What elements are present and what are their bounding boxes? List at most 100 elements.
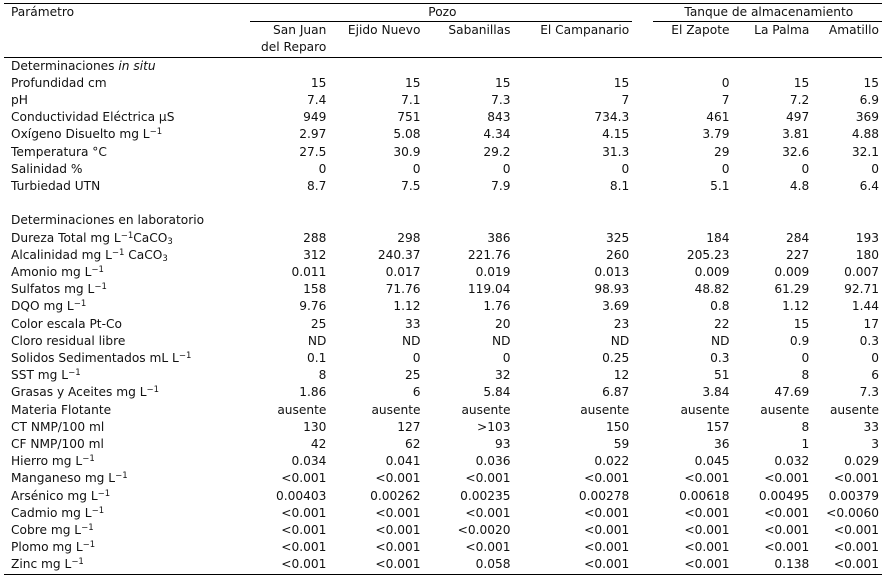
table-row: Solidos Sedimentados mL L−1 0.1 0 0 0.25 0.3 0… <box>4 350 882 367</box>
value-cell: 0 <box>721 161 730 176</box>
param-name: Cloro residual libre <box>11 333 126 348</box>
value-cell: 843 <box>487 110 511 125</box>
section-row: Determinaciones in situ <box>4 57 882 75</box>
value-cell: 15 <box>793 316 810 331</box>
value-cell: 17 <box>863 316 879 331</box>
value-cell: 0.034 <box>291 454 327 469</box>
param-name: Profundidad cm <box>11 75 107 90</box>
table-row: Plomo mg L−1 <0.001 <0.001 <0.001 <0.001 <0.0… <box>4 539 882 556</box>
value-cell: 15 <box>613 75 630 90</box>
value-cell: 0.022 <box>594 454 630 469</box>
value-cell: 0 <box>801 351 810 366</box>
value-cell: 32.1 <box>851 144 879 159</box>
site-header-ejido-nuevo: Ejido Nuevo <box>347 23 421 38</box>
value-cell: <0.001 <box>812 556 882 575</box>
value-cell: 227 <box>786 247 810 262</box>
value-cell: 61.29 <box>774 282 810 297</box>
site-header-el-zapote: El Zapote <box>671 23 730 38</box>
table-row: CT NMP/100 ml 130 127 >103 150 157 8 33 <box>4 419 882 436</box>
value-cell: 47.69 <box>774 385 810 400</box>
value-cell: ausente <box>829 402 879 417</box>
value-cell: 1.12 <box>782 299 810 314</box>
value-cell: 29.2 <box>483 144 511 159</box>
value-cell: 59 <box>613 437 630 452</box>
value-cell: 15 <box>863 75 879 90</box>
value-cell: 7.1 <box>401 93 421 108</box>
value-cell: 0 <box>801 161 810 176</box>
table-row: Alcalinidad mg L−1 CaCO3 312 240.37 221.76 2… <box>4 247 882 264</box>
param-name: Solidos Sedimentados mL L−1 <box>11 351 192 366</box>
table-row: Cobre mg L−1 <0.001 <0.001 <0.0020 <0.001 <0.… <box>4 522 882 539</box>
value-cell: 461 <box>706 110 730 125</box>
value-cell: 92.71 <box>844 282 879 297</box>
value-cell: 8 <box>801 419 810 434</box>
value-cell: 32 <box>495 368 511 383</box>
table-row: DQO mg L−1 9.76 1.12 1.76 3.69 0.8 1.12 1.44 <box>4 298 882 315</box>
value-cell: 9.76 <box>299 299 327 314</box>
param-name: Grasas y Aceites mg L−1 <box>11 385 160 400</box>
value-cell: <0.001 <box>764 471 810 486</box>
value-cell: 25 <box>404 368 421 383</box>
param-name: DQO mg L−1 <box>11 299 87 314</box>
value-cell: 0.032 <box>774 454 810 469</box>
value-cell: 0 <box>871 351 879 366</box>
value-cell: <0.001 <box>281 471 327 486</box>
value-cell: 0.011 <box>291 265 327 280</box>
site-header-la-palma: La Palma <box>754 23 810 38</box>
value-cell: 0.007 <box>844 265 879 280</box>
value-cell: 1.12 <box>393 299 421 314</box>
param-name: Oxígeno Disuelto mg L−1 <box>11 127 163 142</box>
value-cell: 15 <box>495 75 511 90</box>
value-cell: 0.00403 <box>275 488 327 503</box>
value-cell: 31.3 <box>602 144 630 159</box>
value-cell: <0.0060 <box>826 505 879 520</box>
value-cell: 0.00495 <box>758 488 810 503</box>
value-cell: 240.37 <box>377 247 421 262</box>
value-cell: <0.001 <box>465 540 511 555</box>
value-cell: 284 <box>786 230 810 245</box>
value-cell: 288 <box>303 230 327 245</box>
value-cell: ausente <box>760 402 810 417</box>
value-cell: <0.001 <box>375 471 421 486</box>
value-cell: <0.001 <box>375 505 421 520</box>
table-row: Profundidad cm 15 15 15 15 0 15 15 <box>4 75 882 92</box>
value-cell: 15 <box>404 75 421 90</box>
value-cell: 7.9 <box>491 179 511 194</box>
group-header-tanque: Tanque de almacenamiento <box>652 2 882 23</box>
value-cell: 15 <box>310 75 327 90</box>
value-cell: 184 <box>706 230 730 245</box>
value-cell: 20 <box>495 316 511 331</box>
value-cell: 0 <box>412 351 421 366</box>
param-name: Sulfatos mg L−1 <box>11 282 107 297</box>
value-cell: 3.84 <box>702 385 730 400</box>
table-row: Cadmio mg L−1 <0.001 <0.001 <0.001 <0.001 <0.… <box>4 505 882 522</box>
value-cell: 7.3 <box>859 385 879 400</box>
value-cell: <0.001 <box>833 471 879 486</box>
value-cell: ND <box>492 333 511 348</box>
table-row: Dureza Total mg L−1CaCO3 288 298 386 325 184 2… <box>4 230 882 247</box>
value-cell: 0.00235 <box>460 488 511 503</box>
value-cell: 150 <box>605 419 630 434</box>
value-cell: 193 <box>855 230 879 245</box>
table-row: Materia Flotante ausente ausente ausente aus… <box>4 402 882 419</box>
value-cell: 4.15 <box>602 127 630 142</box>
value-cell: 0.9 <box>789 333 810 348</box>
table-row: Hierro mg L−1 0.034 0.041 0.036 0.022 0.045 0.… <box>4 453 882 470</box>
value-cell: 0 <box>871 161 879 176</box>
value-cell: 51 <box>713 368 730 383</box>
value-cell: 0.00618 <box>679 488 730 503</box>
value-cell: 0.036 <box>475 454 511 469</box>
value-cell: <0.001 <box>281 523 327 538</box>
value-cell: 4.88 <box>851 127 879 142</box>
table-row: Manganeso mg L−1 <0.001 <0.001 <0.001 <0.001… <box>4 470 882 487</box>
param-name: Manganeso mg L−1 <box>11 471 128 486</box>
value-cell: <0.001 <box>764 505 810 520</box>
value-cell: 93 <box>495 437 511 452</box>
value-cell: 5.08 <box>393 127 421 142</box>
value-cell: <0.001 <box>584 471 630 486</box>
value-cell: 0.00379 <box>828 488 879 503</box>
site-header-el-campanario: El Campanario <box>540 23 630 38</box>
value-cell: 23 <box>613 316 630 331</box>
value-cell: <0.001 <box>684 471 730 486</box>
value-cell: 221.76 <box>467 247 511 262</box>
